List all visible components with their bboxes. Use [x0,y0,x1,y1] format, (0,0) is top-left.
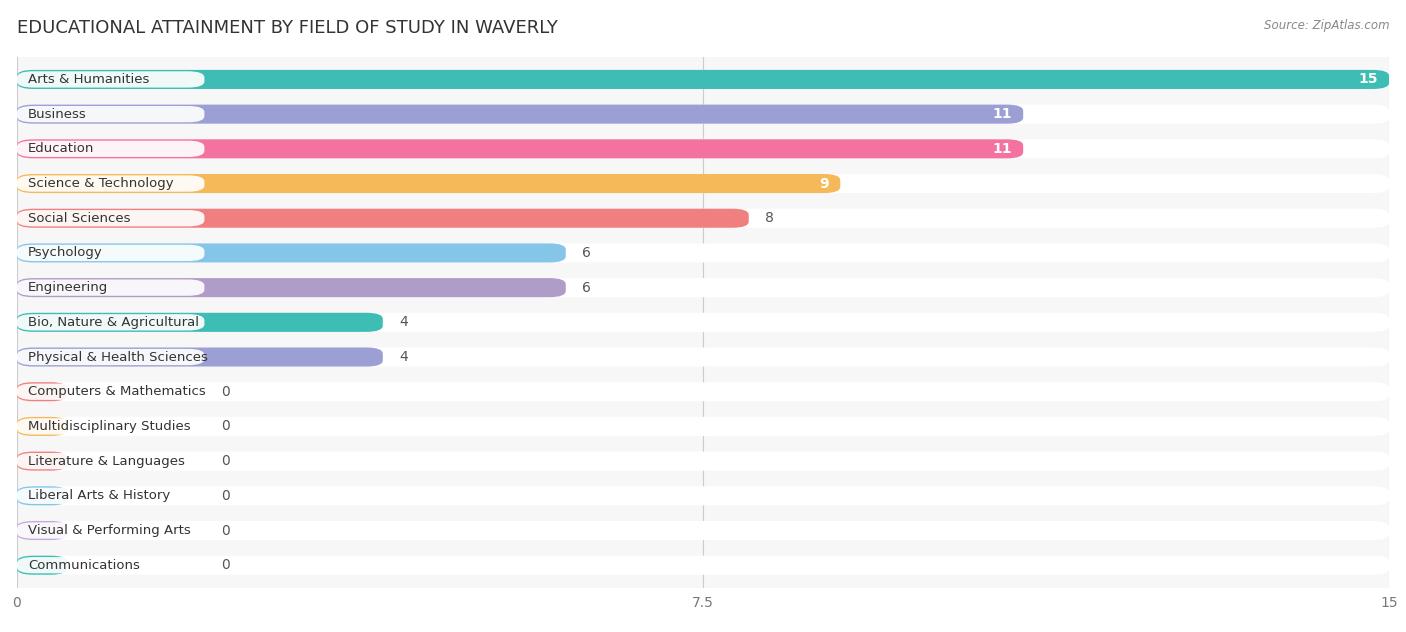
Text: Visual & Performing Arts: Visual & Performing Arts [28,524,191,537]
Text: 4: 4 [399,315,408,329]
FancyBboxPatch shape [17,210,204,226]
Text: 6: 6 [582,246,591,260]
FancyBboxPatch shape [17,245,204,261]
FancyBboxPatch shape [17,348,1389,367]
Text: 4: 4 [399,350,408,364]
Text: Multidisciplinary Studies: Multidisciplinary Studies [28,420,190,433]
FancyBboxPatch shape [17,314,204,331]
FancyBboxPatch shape [17,417,1389,436]
Text: 8: 8 [765,211,775,225]
FancyBboxPatch shape [17,382,67,401]
FancyBboxPatch shape [17,141,204,157]
FancyBboxPatch shape [17,106,204,122]
Text: Social Sciences: Social Sciences [28,212,131,225]
FancyBboxPatch shape [17,313,1389,332]
FancyBboxPatch shape [17,486,1389,506]
Text: 0: 0 [221,420,229,434]
FancyBboxPatch shape [17,452,1389,471]
Text: 15: 15 [1358,73,1378,87]
FancyBboxPatch shape [17,556,67,574]
FancyBboxPatch shape [17,418,204,435]
FancyBboxPatch shape [17,557,204,573]
FancyBboxPatch shape [17,174,841,193]
FancyBboxPatch shape [17,523,204,538]
FancyBboxPatch shape [17,209,1389,228]
FancyBboxPatch shape [17,349,204,365]
Text: Communications: Communications [28,559,139,572]
Text: Computers & Mathematics: Computers & Mathematics [28,386,205,398]
Text: Science & Technology: Science & Technology [28,177,173,190]
Text: 11: 11 [993,142,1012,156]
FancyBboxPatch shape [17,382,1389,401]
Text: EDUCATIONAL ATTAINMENT BY FIELD OF STUDY IN WAVERLY: EDUCATIONAL ATTAINMENT BY FIELD OF STUDY… [17,19,558,37]
Text: 0: 0 [221,489,229,503]
FancyBboxPatch shape [17,348,382,367]
Text: Source: ZipAtlas.com: Source: ZipAtlas.com [1264,19,1389,32]
Text: Engineering: Engineering [28,281,108,294]
FancyBboxPatch shape [17,139,1389,159]
FancyBboxPatch shape [17,486,67,506]
FancyBboxPatch shape [17,417,67,436]
Text: Business: Business [28,107,87,121]
FancyBboxPatch shape [17,70,1389,89]
FancyBboxPatch shape [17,521,67,540]
Text: Bio, Nature & Agricultural: Bio, Nature & Agricultural [28,316,198,329]
FancyBboxPatch shape [17,243,1389,262]
Text: Physical & Health Sciences: Physical & Health Sciences [28,351,208,363]
Text: Arts & Humanities: Arts & Humanities [28,73,149,86]
Text: Literature & Languages: Literature & Languages [28,454,184,468]
FancyBboxPatch shape [17,71,204,88]
FancyBboxPatch shape [17,209,749,228]
FancyBboxPatch shape [17,139,1024,159]
FancyBboxPatch shape [17,279,204,296]
FancyBboxPatch shape [17,453,204,470]
FancyBboxPatch shape [17,452,67,471]
Text: 9: 9 [820,176,830,190]
Text: Education: Education [28,142,94,155]
Text: 0: 0 [221,558,229,572]
FancyBboxPatch shape [17,175,204,191]
FancyBboxPatch shape [17,488,204,504]
Text: Psychology: Psychology [28,246,103,259]
FancyBboxPatch shape [17,556,1389,574]
FancyBboxPatch shape [17,278,565,297]
Text: 11: 11 [993,107,1012,121]
FancyBboxPatch shape [17,278,1389,297]
Text: 0: 0 [221,523,229,537]
FancyBboxPatch shape [17,243,565,262]
FancyBboxPatch shape [17,313,382,332]
FancyBboxPatch shape [17,104,1389,124]
FancyBboxPatch shape [17,521,1389,540]
Text: 0: 0 [221,454,229,468]
Text: 0: 0 [221,385,229,399]
Text: Liberal Arts & History: Liberal Arts & History [28,489,170,502]
Text: 6: 6 [582,281,591,295]
FancyBboxPatch shape [17,384,204,400]
FancyBboxPatch shape [17,174,1389,193]
FancyBboxPatch shape [17,104,1024,124]
FancyBboxPatch shape [17,70,1389,89]
